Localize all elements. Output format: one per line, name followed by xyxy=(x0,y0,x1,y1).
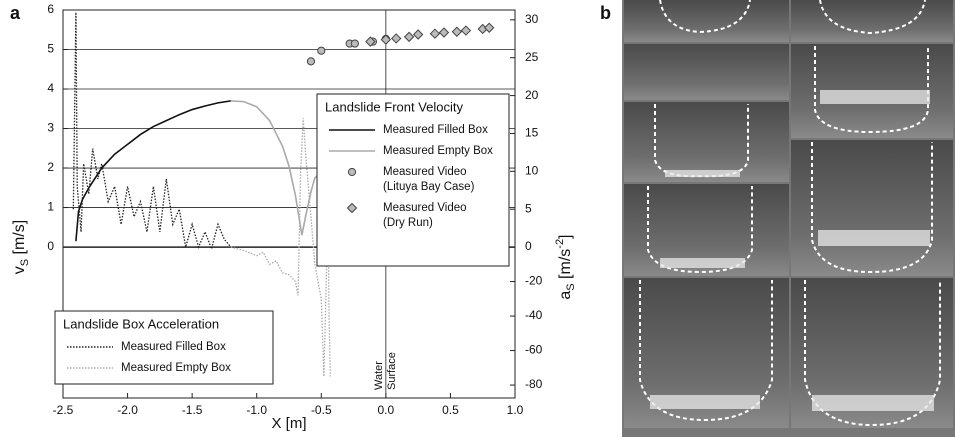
x-axis-label: X [m] xyxy=(271,415,306,432)
legend-label: Measured Video (Dry Run) xyxy=(383,202,467,229)
legend-label: Measured Empty Box xyxy=(383,145,493,157)
y2-tick-label: 20 xyxy=(525,88,539,102)
x-tick-label: 1.0 xyxy=(507,403,524,417)
point xyxy=(451,26,463,37)
y-axis-label-part: [m/s] xyxy=(11,220,28,259)
y2-axis-label-part: [m/s xyxy=(557,249,574,284)
y2-tick-label: -80 xyxy=(525,377,543,391)
point xyxy=(306,57,316,66)
y-tick-label: 3 xyxy=(47,121,54,135)
point xyxy=(403,31,415,43)
y-tick-label: 1 xyxy=(47,200,54,214)
series-line xyxy=(75,100,232,242)
legend-label: Measured Filled Box xyxy=(121,341,226,353)
y2-tick-label: 5 xyxy=(525,201,532,215)
y-axis-label-part: v xyxy=(11,266,28,274)
point xyxy=(346,202,358,214)
y-tick-label: 4 xyxy=(47,81,54,95)
legend-label: Measured Video (Lituya Bay Case) xyxy=(383,166,475,193)
legend-label: Measured Filled Box xyxy=(383,124,488,136)
legend-title: Landslide Front Velocity xyxy=(325,99,464,114)
y2-axis-label-part: ] xyxy=(557,234,574,238)
point xyxy=(390,33,402,44)
legend-label-line: Measured Video xyxy=(383,202,467,214)
legend-label-line: Measured Video xyxy=(383,166,467,178)
y2-axis-label: aS [m/s-2] xyxy=(554,234,577,299)
panel-label: a xyxy=(10,3,21,23)
point xyxy=(347,167,357,177)
point xyxy=(460,25,472,36)
legend-label-line: (Dry Run) xyxy=(383,217,433,229)
y2-tick-label: 25 xyxy=(525,50,539,64)
point xyxy=(380,34,392,45)
x-tick-label: -1.0 xyxy=(246,403,267,417)
point xyxy=(317,46,326,55)
x-tick-label: 0.5 xyxy=(442,403,459,417)
water-surface-label: Water xyxy=(373,361,385,390)
photo-panel xyxy=(622,0,955,437)
y-tick-label: 5 xyxy=(47,42,54,56)
y2-tick-label: -40 xyxy=(525,308,543,322)
legend-label-line: (Lituya Bay Case) xyxy=(383,181,475,193)
legend-title: Landslide Box Acceleration xyxy=(63,316,219,331)
x-tick-label: -0.5 xyxy=(311,403,332,417)
x-tick-label: -2.0 xyxy=(117,403,138,417)
point xyxy=(429,28,441,39)
y2-tick-label: 30 xyxy=(525,12,539,26)
chart: 0 1 2 3 4 5 6 30 25 20 15 10 5 0 -20 -40 -60 -80 -2.5 -2.0 -… xyxy=(11,2,577,432)
x-tick-label: -2.5 xyxy=(53,403,74,417)
series-line xyxy=(230,100,332,244)
y-tick-label: 2 xyxy=(47,160,54,174)
point xyxy=(350,39,359,48)
x-tick-label: -1.5 xyxy=(182,403,203,417)
panel-label: b xyxy=(600,3,611,23)
point xyxy=(412,29,424,40)
y2-tick-label: -60 xyxy=(525,343,543,357)
point xyxy=(438,27,450,38)
y2-axis-label-part: -2 xyxy=(554,239,566,249)
y2-axis-label-part: S xyxy=(565,283,577,290)
legend-box xyxy=(316,93,510,267)
y2-tick-label: 15 xyxy=(525,126,539,140)
y2-tick-label: 0 xyxy=(525,239,532,253)
water-surface-label: Surface xyxy=(386,352,398,390)
y-axis-label: vS [m/s] xyxy=(11,220,31,274)
y-tick-label: 6 xyxy=(47,2,54,16)
x-tick-label: 0.0 xyxy=(378,403,395,417)
point xyxy=(483,22,495,33)
point xyxy=(365,36,376,47)
y2-tick-label: 10 xyxy=(525,163,539,177)
series-line xyxy=(230,118,331,377)
legend-label: Measured Empty Box xyxy=(121,362,231,374)
y-tick-label: 0 xyxy=(47,239,54,253)
y2-axis-label-part: a xyxy=(557,291,574,300)
plot-frame xyxy=(62,9,516,399)
y-axis-label-part: S xyxy=(19,259,31,266)
y2-tick-label: -20 xyxy=(525,274,543,288)
series-line xyxy=(72,12,232,251)
